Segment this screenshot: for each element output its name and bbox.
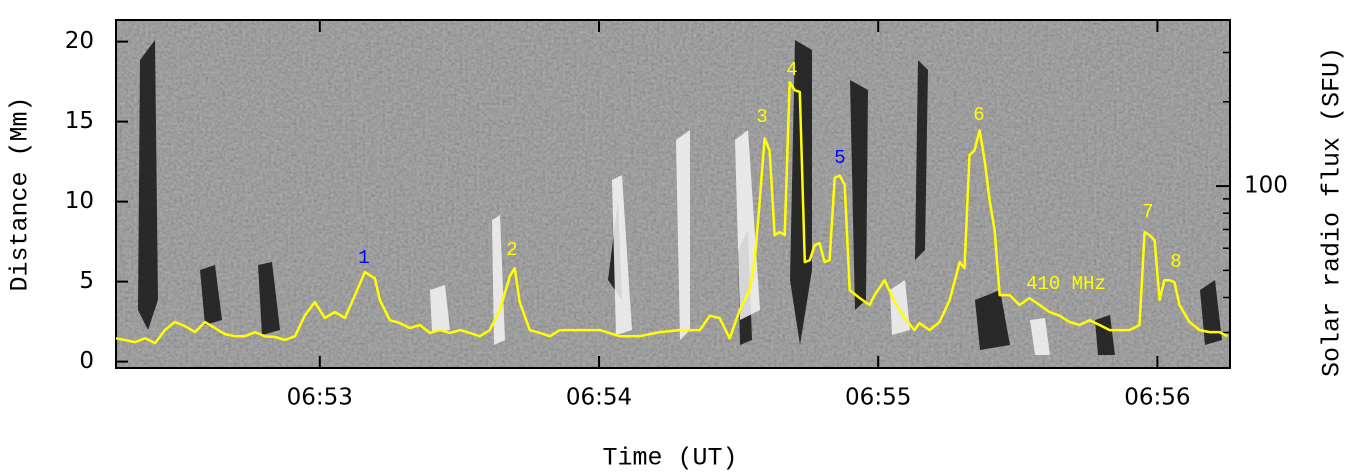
x-tick-label: 06:54 bbox=[566, 385, 632, 411]
y-tick-label: 0 bbox=[79, 348, 94, 374]
peak-label: 7 bbox=[1142, 201, 1153, 223]
y-tick-label: 20 bbox=[65, 28, 94, 54]
y-axis-title: Distance (Mm) bbox=[6, 96, 35, 291]
y-tick-label: 10 bbox=[65, 188, 94, 214]
plot-frame bbox=[115, 19, 1231, 369]
y-tick-label: 5 bbox=[79, 268, 94, 294]
x-tick-label: 06:56 bbox=[1124, 385, 1190, 411]
x-axis-title: Time (UT) bbox=[602, 444, 737, 473]
peak-label: 5 bbox=[834, 147, 845, 169]
peak-label: 4 bbox=[786, 59, 797, 81]
y2-tick-label: 100 bbox=[1244, 173, 1288, 199]
peak-label: 8 bbox=[1170, 251, 1181, 273]
peak-label: 2 bbox=[506, 239, 517, 261]
peak-label: 1 bbox=[358, 247, 369, 269]
x-tick-label: 06:53 bbox=[287, 385, 353, 411]
flux-line bbox=[115, 80, 1229, 345]
y-tick-label: 15 bbox=[65, 108, 94, 134]
image-background bbox=[116, 20, 1230, 368]
x-tick-label: 06:55 bbox=[845, 385, 911, 411]
y2-axis-title: Solar radio flux (SFU) bbox=[1318, 47, 1347, 377]
peak-label: 6 bbox=[973, 104, 984, 126]
series-label: 410 MHz bbox=[1026, 273, 1106, 295]
peak-label: 3 bbox=[756, 106, 767, 128]
